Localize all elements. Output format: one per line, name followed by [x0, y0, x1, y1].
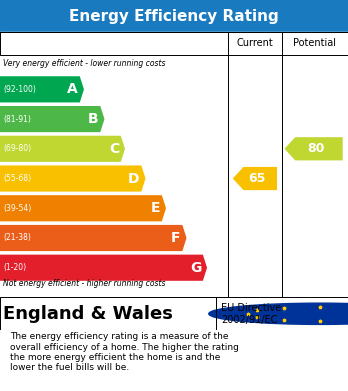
Polygon shape [0, 76, 84, 102]
Polygon shape [0, 136, 125, 162]
Text: (92-100): (92-100) [3, 85, 36, 94]
Text: (39-54): (39-54) [3, 204, 32, 213]
Bar [0, 32, 348, 55]
Text: The energy efficiency rating is a measure of the
overall efficiency of a home. T: The energy efficiency rating is a measur… [10, 332, 239, 372]
Text: A: A [67, 83, 78, 96]
Polygon shape [0, 106, 104, 132]
Text: (69-80): (69-80) [3, 144, 32, 153]
Polygon shape [285, 137, 343, 160]
Text: G: G [190, 261, 201, 275]
Text: (1-20): (1-20) [3, 263, 26, 272]
Polygon shape [0, 255, 207, 281]
Text: Energy Efficiency Rating: Energy Efficiency Rating [69, 9, 279, 23]
Text: England & Wales: England & Wales [3, 305, 173, 323]
Text: 80: 80 [307, 142, 324, 155]
Text: (21-38): (21-38) [3, 233, 31, 242]
Text: C: C [109, 142, 119, 156]
Polygon shape [0, 165, 145, 192]
Text: EU Directive
2002/91/EC: EU Directive 2002/91/EC [221, 303, 281, 325]
Text: F: F [171, 231, 181, 245]
Circle shape [209, 303, 348, 325]
Text: Current: Current [237, 38, 273, 48]
Text: (81-91): (81-91) [3, 115, 31, 124]
Text: (55-68): (55-68) [3, 174, 32, 183]
Text: Very energy efficient - lower running costs: Very energy efficient - lower running co… [3, 59, 166, 68]
Text: B: B [88, 112, 98, 126]
Polygon shape [0, 195, 166, 221]
Text: Potential: Potential [293, 38, 337, 48]
Text: 65: 65 [248, 172, 266, 185]
Polygon shape [0, 225, 187, 251]
Text: E: E [151, 201, 160, 215]
Text: Not energy efficient - higher running costs: Not energy efficient - higher running co… [3, 279, 166, 288]
Polygon shape [233, 167, 277, 190]
Text: D: D [128, 172, 140, 185]
